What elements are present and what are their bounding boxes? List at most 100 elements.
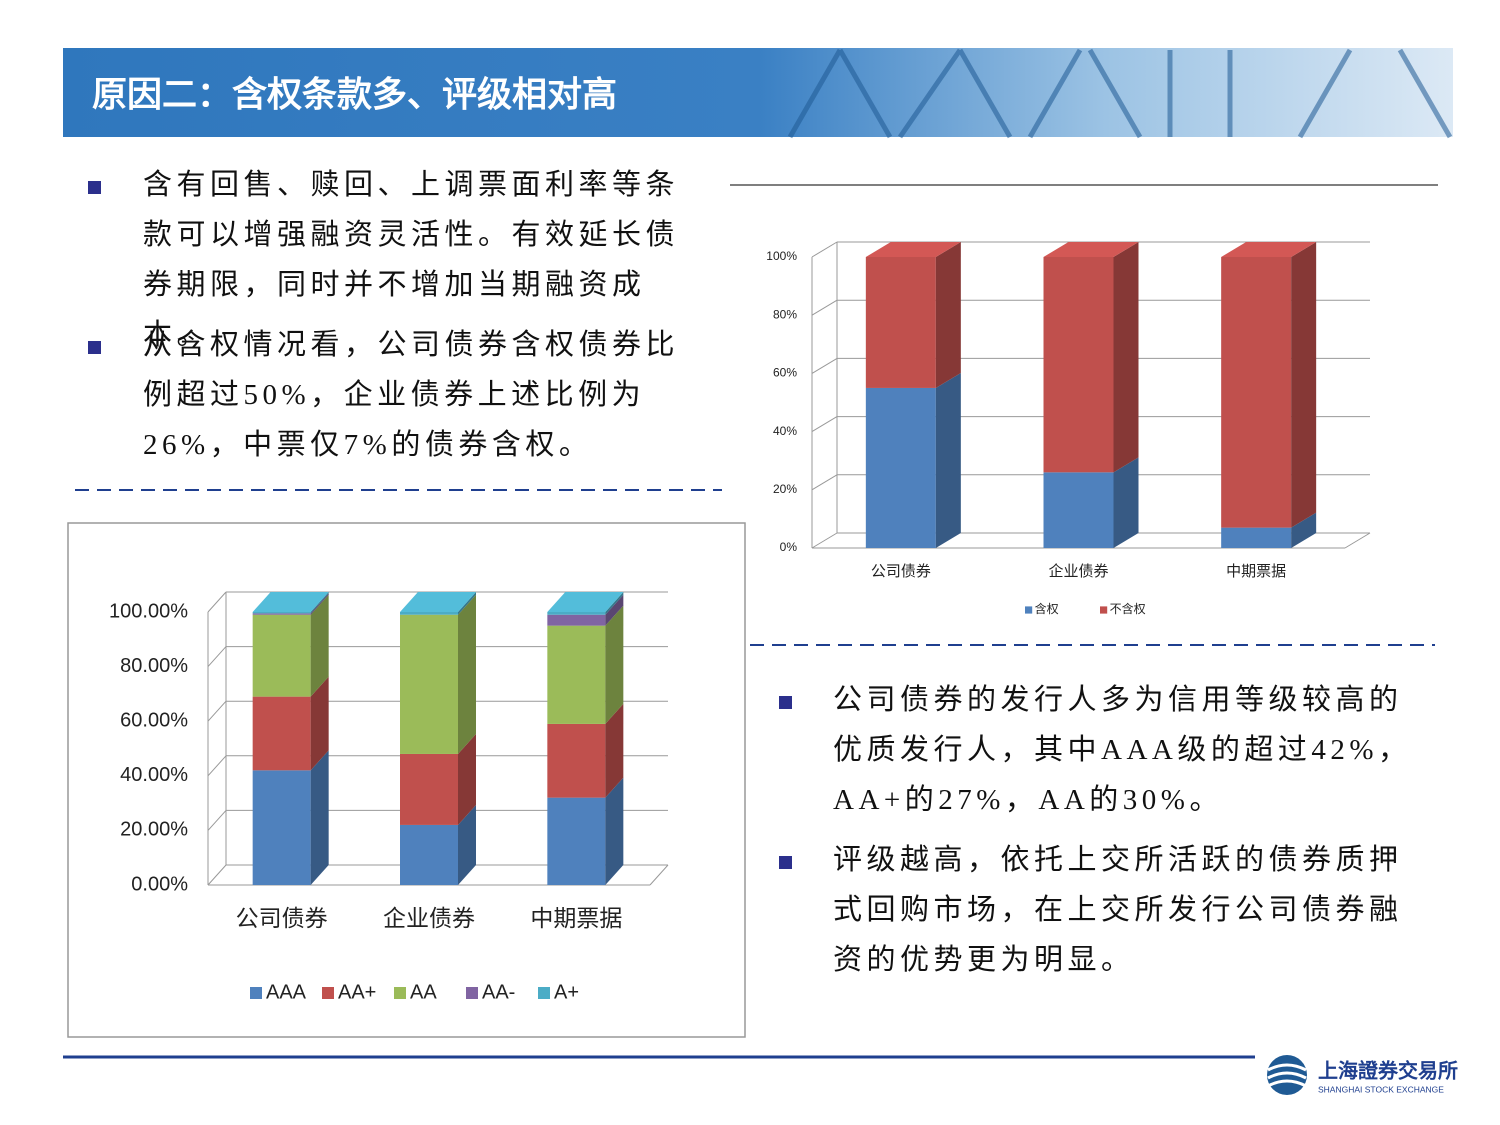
bar-side (1113, 457, 1139, 548)
legend-label: AA- (482, 981, 515, 1003)
y-tick-label: 60.00% (120, 709, 188, 731)
x-tick-label: 公司债券 (871, 563, 931, 580)
legend-swatch (250, 987, 262, 999)
legend-swatch (322, 987, 334, 999)
bar-segment (252, 612, 311, 614)
legend-label: AA (410, 981, 437, 1003)
legend-swatch (1025, 606, 1033, 614)
legend-swatch (466, 987, 478, 999)
axis-line (1344, 532, 1371, 549)
legend-label: 不含权 (1110, 601, 1146, 616)
bar-side (310, 593, 329, 615)
bar-segment (547, 625, 606, 724)
bar-side (310, 592, 329, 614)
bar-top (252, 592, 329, 612)
bar-side (1113, 242, 1139, 473)
chart-frame (67, 522, 746, 1038)
bar-top (400, 592, 476, 612)
y-tick-label: 100% (766, 249, 797, 263)
title: 原因二：含权条款多、评级相对高 (92, 75, 617, 114)
bar-segment (252, 614, 311, 697)
bullet-icon (779, 856, 792, 869)
grid-line-floor (207, 646, 227, 667)
legend-label: 含权 (1035, 601, 1059, 616)
bar-side (458, 594, 476, 754)
legend-label: A+ (554, 981, 579, 1003)
bar-side (310, 594, 329, 697)
bar-segment (400, 824, 458, 885)
bar-segment (1221, 257, 1292, 528)
bullet-text: 含有回售、赎回、上调票面利率等条款可以增强融资灵活性。有效延长债券期限，同时并不… (143, 169, 680, 351)
grid-line-floor (811, 532, 838, 549)
grid-line-floor (811, 416, 838, 433)
bar-side (605, 703, 624, 798)
bar-side (605, 777, 624, 885)
bar-top (547, 592, 624, 612)
bar-top (1043, 242, 1139, 257)
bar-segment (547, 723, 606, 798)
grid-line-floor (207, 810, 227, 831)
bar-side (605, 605, 624, 724)
axis-line (649, 864, 669, 886)
bullet-text: 从含权情况看，公司债券含权债券比例超过50%，企业债券上述比例为26%，中票仅7… (143, 329, 680, 461)
bar-segment (252, 613, 311, 615)
grid-line-floor (811, 357, 838, 374)
logo-icon (1267, 1055, 1307, 1095)
header-bar (63, 48, 1453, 137)
bullet-text: 评级越高，依托上交所活跃的债券质押式回购市场，在上交所发行公司债券融资的优势更为… (833, 844, 1403, 976)
bar-side (458, 804, 476, 885)
bar-side (458, 733, 476, 825)
bar-segment (252, 696, 311, 771)
grid-line-floor (207, 864, 227, 886)
y-tick-label: 60% (773, 366, 797, 380)
bullet-icon (88, 341, 101, 354)
x-tick-label: 中期票据 (1226, 563, 1286, 580)
bar-segment (865, 257, 936, 388)
bar-side (310, 750, 329, 885)
bar-segment (400, 614, 458, 754)
x-tick-label: 企业债券 (1048, 562, 1108, 580)
y-tick-label: 40% (773, 424, 797, 438)
bar-segment (252, 770, 311, 885)
bar-segment (1043, 257, 1114, 473)
legend-label: AA+ (338, 981, 376, 1003)
bar-side (605, 594, 624, 626)
logo-name-en: SHANGHAI STOCK EXCHANGE (1318, 1084, 1444, 1094)
bar-side (935, 372, 961, 548)
y-tick-label: 80% (773, 307, 797, 321)
legend-label: AAA (266, 981, 307, 1003)
legend-swatch (538, 987, 550, 999)
legend-swatch (394, 987, 406, 999)
y-tick-label: 0% (780, 540, 798, 554)
bar-side (935, 242, 961, 388)
bar-segment (400, 612, 458, 615)
x-tick-label: 公司债券 (236, 905, 328, 931)
bar-segment (1221, 527, 1292, 548)
grid-line-floor (207, 755, 227, 777)
bar-side (1291, 512, 1317, 548)
grid-line-floor (811, 474, 838, 491)
bullet-icon (88, 181, 101, 194)
grid-line-floor (207, 700, 227, 722)
x-tick-label: 中期票据 (530, 905, 622, 931)
bar-top (865, 242, 961, 257)
y-tick-label: 80.00% (120, 655, 188, 677)
y-tick-label: 20.00% (120, 819, 188, 841)
bar-side (1291, 242, 1317, 528)
bar-side (458, 592, 476, 615)
header-image (787, 48, 1453, 139)
bar-segment (400, 753, 458, 825)
y-tick-label: 100.00% (109, 600, 188, 622)
logo-name: 上海證券交易所 (1318, 1058, 1458, 1082)
y-tick-label: 20% (773, 482, 797, 496)
legend-swatch (1100, 606, 1108, 614)
grid-line-floor (811, 241, 838, 258)
bullet-icon (779, 696, 792, 709)
y-tick-label: 40.00% (120, 764, 188, 786)
y-tick-label: 0.00% (131, 873, 188, 895)
bar-segment (547, 612, 606, 615)
bullet-text: 公司债券的发行人多为信用等级较高的优质发行人，其中AAA级的超过42%，AA+的… (833, 684, 1412, 816)
bar-segment (547, 614, 606, 626)
